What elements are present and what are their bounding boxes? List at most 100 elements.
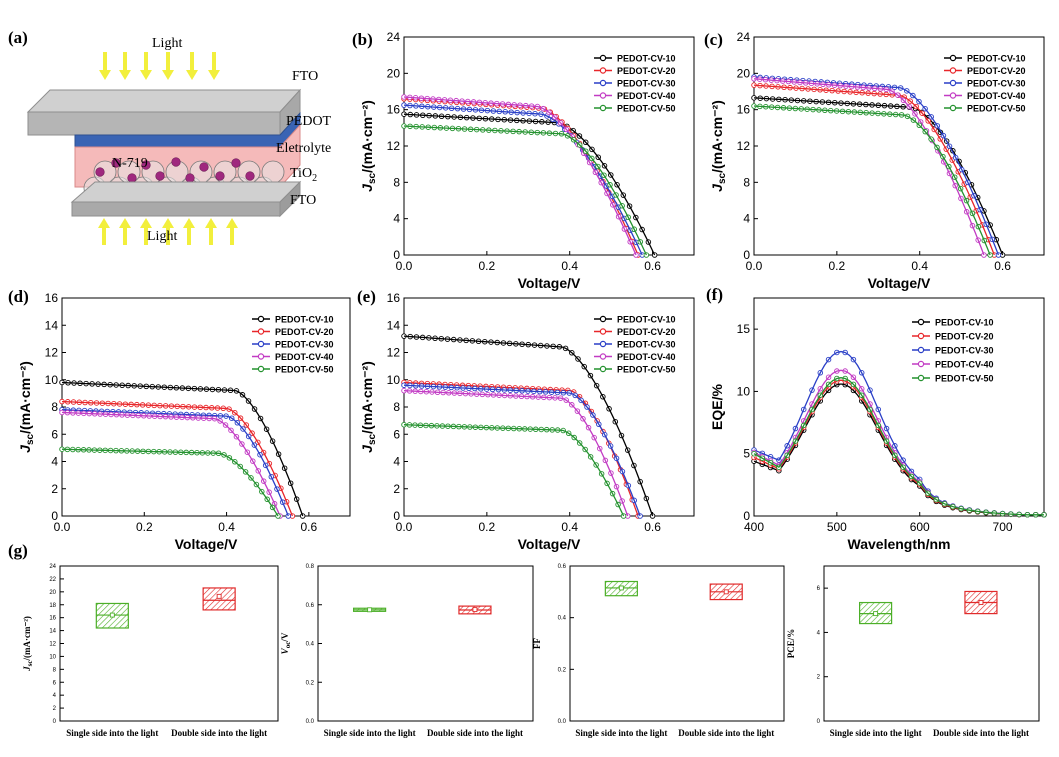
- legend-label-pedot-cv-50: PEDOT-CV-50: [617, 104, 676, 114]
- box-mean-marker: [723, 589, 729, 595]
- y-tick-label: 8: [53, 667, 57, 673]
- y-axis-label: PCE/%: [786, 629, 796, 659]
- series-line-pedot-cv-30: [61, 409, 289, 517]
- series-markers-pedot-cv-50: [59, 446, 281, 519]
- box-iqr-double: [202, 587, 236, 611]
- x-tick-label: 0.2: [479, 520, 496, 534]
- y-tick-label: 6: [393, 427, 400, 441]
- y-label-symbol: J: [22, 666, 32, 672]
- y-tick-label: 12: [45, 346, 59, 360]
- light-arrow-bottom-head: [205, 218, 217, 228]
- x-tick-label: 700: [993, 520, 1013, 534]
- box-mean-marker: [978, 600, 984, 605]
- light-arrow-bottom-head: [140, 218, 152, 228]
- box-mean-marker: [216, 593, 222, 599]
- x-axis-label: Voltage/V: [518, 536, 581, 552]
- y-label-subscript: sc: [367, 172, 378, 184]
- series-markers-pedot-cv-30: [751, 349, 1047, 518]
- data-point: [651, 252, 658, 258]
- box-mean-marker: [367, 607, 373, 613]
- x-tick-label: 0.0: [746, 259, 763, 273]
- x-tick-label: 0.2: [829, 259, 846, 273]
- legend-label-pedot-cv-40: PEDOT-CV-40: [967, 91, 1026, 101]
- series-markers-pedot-cv-40: [59, 409, 283, 519]
- legend-swatch-marker: [599, 340, 607, 348]
- x-tick-label: 0.6: [994, 259, 1011, 273]
- y-label-subscript: oc: [284, 642, 292, 649]
- light-arrow-top-shaft: [144, 52, 148, 72]
- y-axis-label: Jsc/(mA·cm⁻²): [359, 361, 378, 453]
- series-line-pedot-cv-50: [403, 424, 625, 517]
- y-tick-label: 12: [737, 139, 751, 153]
- series-line-pedot-cv-50: [753, 105, 991, 256]
- light-arrow-top-head: [140, 70, 152, 80]
- panel-label-c: (c): [704, 30, 723, 49]
- legend-swatch-marker: [917, 374, 925, 382]
- category-label: Single side into the light: [324, 728, 416, 738]
- y-tick-label: 14: [45, 318, 59, 332]
- dye-molecule: [141, 160, 151, 170]
- legend-label-pedot-cv-30: PEDOT-CV-30: [935, 346, 994, 356]
- dye-molecule: [231, 158, 241, 168]
- y-tick-label: 0: [393, 509, 400, 523]
- x-tick-label: 0.0: [396, 259, 413, 273]
- light-arrow-top-shaft: [212, 52, 216, 72]
- y-label-symbol: J: [359, 183, 375, 192]
- legend-swatch-marker: [599, 67, 607, 74]
- x-tick-label: 0.4: [561, 520, 578, 534]
- y-tick-label: 0: [51, 509, 58, 523]
- x-axis-label: Wavelength/nm: [848, 536, 951, 552]
- chart-panel-c: 0 4 8 12 16 20 24 0.0 0.2 0.4 0.6 Voltage/V Jsc/(mA·…: [709, 30, 1045, 291]
- chart-panel-f: 0 5 10 15 400 500 600 700 Wavelength/nm EQE/% PEDO…: [709, 297, 1047, 552]
- light-arrow-bottom-shaft: [166, 227, 170, 245]
- box-mean-marker: [873, 611, 879, 617]
- light-arrow-bottom-head: [98, 218, 110, 228]
- dye-molecule: [171, 157, 181, 167]
- light-arrow-bottom-head: [119, 218, 131, 228]
- y-tick-label: 20: [387, 66, 401, 80]
- x-tick-label: 0.6: [301, 520, 318, 534]
- plot-frame: [569, 565, 785, 722]
- legend-label-pedot-cv-10: PEDOT-CV-10: [935, 318, 994, 328]
- label-fto-top: FTO: [292, 69, 318, 84]
- legend-label-pedot-cv-10: PEDOT-CV-10: [275, 315, 334, 325]
- dye-molecule: [127, 173, 137, 183]
- y-tick-label: 14: [49, 629, 56, 635]
- x-tick-label: 0.4: [218, 520, 235, 534]
- y-axis-label: FF: [532, 638, 542, 649]
- light-arrow-top-shaft: [190, 52, 194, 72]
- y-tick-label: 4: [817, 630, 821, 636]
- series-line-pedot-cv-20: [61, 400, 294, 517]
- legend-label-pedot-cv-40: PEDOT-CV-40: [275, 352, 334, 362]
- legend-swatch-marker: [917, 318, 925, 326]
- y-tick-label: 16: [387, 291, 401, 305]
- y-tick-label: 16: [45, 291, 59, 305]
- series-line-pedot-cv-30: [403, 104, 643, 256]
- panel-label-b: (b): [352, 30, 373, 49]
- y-tick-label: 0.2: [306, 680, 315, 686]
- y-label-subscript: sc: [25, 433, 36, 445]
- y-tick-label: 8: [393, 175, 400, 189]
- y-tick-label: 0: [393, 248, 400, 262]
- y-tick-label: 0.4: [558, 616, 567, 622]
- panel-label-d: (d): [8, 287, 29, 306]
- y-label-unit: /(mA·cm⁻²): [22, 616, 32, 661]
- y-tick-label: 2: [393, 482, 400, 496]
- legend-label-pedot-cv-20: PEDOT-CV-20: [617, 327, 676, 337]
- legend-swatch-marker: [599, 365, 607, 373]
- panel-label-e: (e): [357, 287, 376, 306]
- chart-panel-d: 0 2 4 6 8 10 12 14 16 0.0 0.2 0.4 0.6 Voltage/V Jsc/(m…: [17, 291, 351, 552]
- legend-swatch-marker: [949, 67, 957, 74]
- y-label-symbol: J: [17, 444, 33, 453]
- legend-label-pedot-cv-50: PEDOT-CV-50: [935, 374, 994, 384]
- legend-swatch-marker: [599, 54, 607, 62]
- box-mean-marker: [618, 585, 624, 591]
- category-label: Single side into the light: [575, 728, 667, 738]
- series-line-pedot-cv-50: [403, 125, 647, 256]
- series-line-pedot-cv-50: [61, 448, 279, 517]
- plot-frame: [317, 565, 534, 722]
- y-tick-label: 16: [737, 103, 751, 117]
- bottom-fto-glass: [70, 181, 302, 203]
- top-light-arrows: [99, 52, 220, 80]
- y-tick-label: 16: [387, 103, 401, 117]
